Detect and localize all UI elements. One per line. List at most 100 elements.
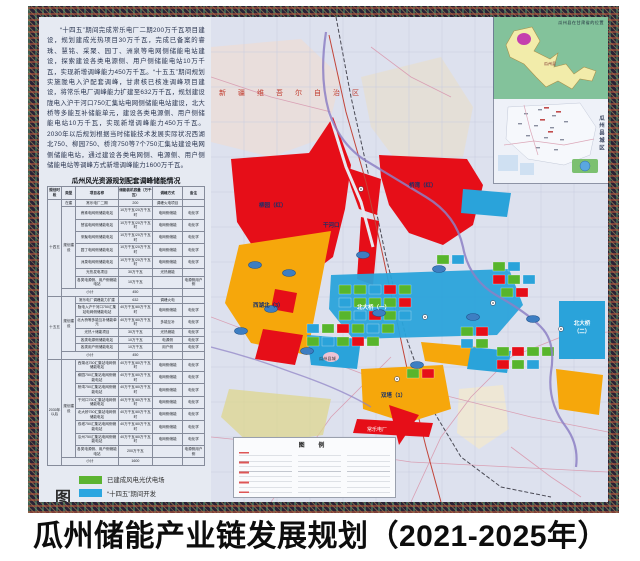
zone-label-beidaqiao2b: （二） <box>574 327 591 335</box>
table-cell: 慧铭电网侧储能电站 <box>75 218 119 232</box>
table-cell: 北大桥750汇集站电网侧储能电站 <box>75 408 119 422</box>
table-cell: 电化学 <box>181 218 206 232</box>
table-cell <box>152 275 183 290</box>
city-map-canvas <box>494 99 608 183</box>
table-row: 小计 450 <box>48 288 206 297</box>
table-row: 2030年以后 规划建设 西湖北750汇集站电网侧储能电站 40万千瓦/80万千瓦时电… <box>46 358 206 467</box>
table-cell: 200万千瓦 <box>117 445 154 459</box>
table-cell: 30万千瓦 <box>117 268 154 277</box>
table-cell: 电网侧储能 <box>152 358 183 373</box>
planning-map: 新疆维吾尔自治区 柳园（红） 桥湾（红） 干河口 西湖北（3） 北大桥（一） 北… <box>211 17 608 502</box>
table-cell: 电源侧 <box>152 335 183 345</box>
poster-frame: “十四五”期间完成常乐电厂二期200万千瓦项目建设，规划建成光热项目30万千瓦，… <box>28 6 619 513</box>
table-cell: 电化学 <box>181 255 206 269</box>
zone-14fyp-beidaqiao <box>559 301 605 359</box>
gansu-shape: 瓜州县 <box>505 26 597 90</box>
table-cell: 632 <box>117 295 154 305</box>
table-cell: 电化学 <box>181 303 206 317</box>
table-cell: 电化学 <box>181 315 206 330</box>
table-cell: 电化学 <box>181 343 206 353</box>
town-label: 瓜州县城 <box>319 355 337 362</box>
table-header-cell: 调峰方式 <box>152 186 183 200</box>
table-cell: 北大桥等多能互补储能单元 <box>75 315 119 330</box>
table-cell: 40万千瓦/80万千瓦时 <box>117 420 154 434</box>
table-cell: 光热储能 <box>152 328 183 337</box>
city-marks-red <box>540 107 561 133</box>
parcel-blocks <box>306 254 555 379</box>
table-cell: 电网侧储能 <box>152 420 183 434</box>
table-cell: 电源侧用户侧 <box>181 445 206 459</box>
table-cell: 睿珠电网侧储能电站 <box>75 206 119 220</box>
table-cell: 在建 <box>61 198 77 208</box>
table-cell: 光热发电项目 <box>75 268 119 277</box>
table-cell: 电网侧储能 <box>152 218 183 232</box>
zone-2030-bridge <box>345 167 381 215</box>
table-cell: 40万千瓦/80万千瓦时 <box>117 358 154 373</box>
table-header-cell: 类型 <box>61 186 77 200</box>
table-cell: 电网侧储能 <box>152 395 183 410</box>
table-cell <box>152 288 183 297</box>
table-cell <box>152 445 183 459</box>
table-cell <box>181 198 206 208</box>
table-cell: 电网侧储能 <box>152 255 183 269</box>
table-cell: 小计 <box>61 457 119 467</box>
table-cell: 常乐电厂调峰能力扩建 <box>75 295 119 305</box>
table-row: 采聚电网侧储能电站 10万千瓦/20万千瓦时 电网侧储能 电化学 <box>48 230 206 245</box>
map-legend-col2 <box>298 451 341 493</box>
table-cell: 电化学 <box>181 206 206 220</box>
inset-gansu-map: 瓜州县在甘肃省的位置 瓜州县 <box>493 17 608 100</box>
table-row: 小计 450 <box>48 351 206 360</box>
terrain-north <box>361 57 473 167</box>
town-area <box>323 352 339 362</box>
table-cell: 采聚电网侧储能电站 <box>75 230 119 245</box>
table-cell: 2030年以后 <box>46 358 63 467</box>
table-row: 桥湾750汇集站电网侧储能电站 40万千瓦/80万千瓦时 电网侧储能 电化学 <box>48 383 206 397</box>
table-cell: 电网侧储能 <box>152 371 183 385</box>
zone-2030-small1 <box>271 289 297 313</box>
table-cell: 小计 <box>61 351 119 360</box>
zone-label-xihubei: 西湖北（3） <box>253 301 284 309</box>
table-cell: 电化学 <box>181 395 206 410</box>
table-cell: 电化学 <box>181 230 206 245</box>
table-cell: 洲泉电网侧储能电站 <box>75 255 119 269</box>
table-cell: 用户侧 <box>152 343 183 353</box>
zone-label-ganhekou: 干河口 <box>323 221 340 229</box>
table-cell: 各类用户侧储能电站 <box>75 343 119 353</box>
table-row: 园丁电网侧储能电站 10万千瓦/20万千瓦时 电网侧储能 电化学 <box>48 243 206 257</box>
map-legend-title: 图 例 <box>298 443 331 449</box>
zone-pale-south <box>221 389 331 445</box>
storage-table: 规划时段 类型 项目名称 储能装机容量（万千瓦） 调峰方式 备注 十四五 在建 常乐电厂二期 2… <box>46 186 206 467</box>
zone-label-beidaqiao2a: 北大桥 <box>574 319 591 327</box>
map-legend-rows <box>239 451 390 493</box>
zone-label-shuangta: 双塔（1） <box>381 391 406 399</box>
inset-city-label: 瓜州县城区 <box>598 115 604 152</box>
table-cell: 调峰火电 <box>152 295 183 305</box>
table-cell <box>152 457 183 467</box>
table-cell: 40万千瓦/80万千瓦时 <box>117 315 154 330</box>
table-cell: 光热＋储能项目 <box>75 328 119 337</box>
gansu-marker-label: 瓜州县 <box>544 60 556 66</box>
table-cell: 40万千瓦/80万千瓦时 <box>117 303 154 317</box>
zone-label-qiaowan: 桥湾（红） <box>409 181 437 189</box>
legend-items: 已建成风电光伏电场“十四五”期间开发“十五五”期间开发2030年以后开发规划储能… <box>79 474 205 502</box>
boundary-main <box>322 31 578 468</box>
table-cell: 桥湾750汇集站电网侧储能电站 <box>75 383 119 397</box>
table-cell: 40万千瓦/80万千瓦时 <box>117 383 154 397</box>
legend-label: “十四五”期间开发 <box>107 490 156 498</box>
table-cell: 电网侧储能 <box>152 408 183 422</box>
table-header-cell: 项目名称 <box>75 186 119 200</box>
table-header-row: 规划时段 类型 项目名称 储能装机容量（万千瓦） 调峰方式 备注 <box>46 186 206 200</box>
table-cell: 各类电源侧、用户侧储能电站 <box>75 275 119 290</box>
table-cell: 各类电源侧、用户侧储能电站 <box>75 445 119 459</box>
table-row: 十五五 规划建设 常乐电厂调峰能力扩建 632 调峰火电 <box>46 295 206 360</box>
table-cell: 电网侧储能 <box>152 230 183 245</box>
intro-paragraph: “十四五”期间完成常乐电厂二期200万千瓦项目建设，规划建成光热项目30万千瓦，… <box>47 27 205 169</box>
table-cell: 规划建设 <box>61 358 77 459</box>
table-cell <box>181 295 206 305</box>
table-cell: 电源侧用户侧 <box>181 275 206 290</box>
table-cell: 十五五 <box>46 295 63 360</box>
table-cell: 电化学 <box>181 243 206 257</box>
legend-title: 图 例 <box>47 474 79 502</box>
table-cell: 10万千瓦/20万千瓦时 <box>117 255 154 269</box>
table-cell: 电化学 <box>181 408 206 422</box>
